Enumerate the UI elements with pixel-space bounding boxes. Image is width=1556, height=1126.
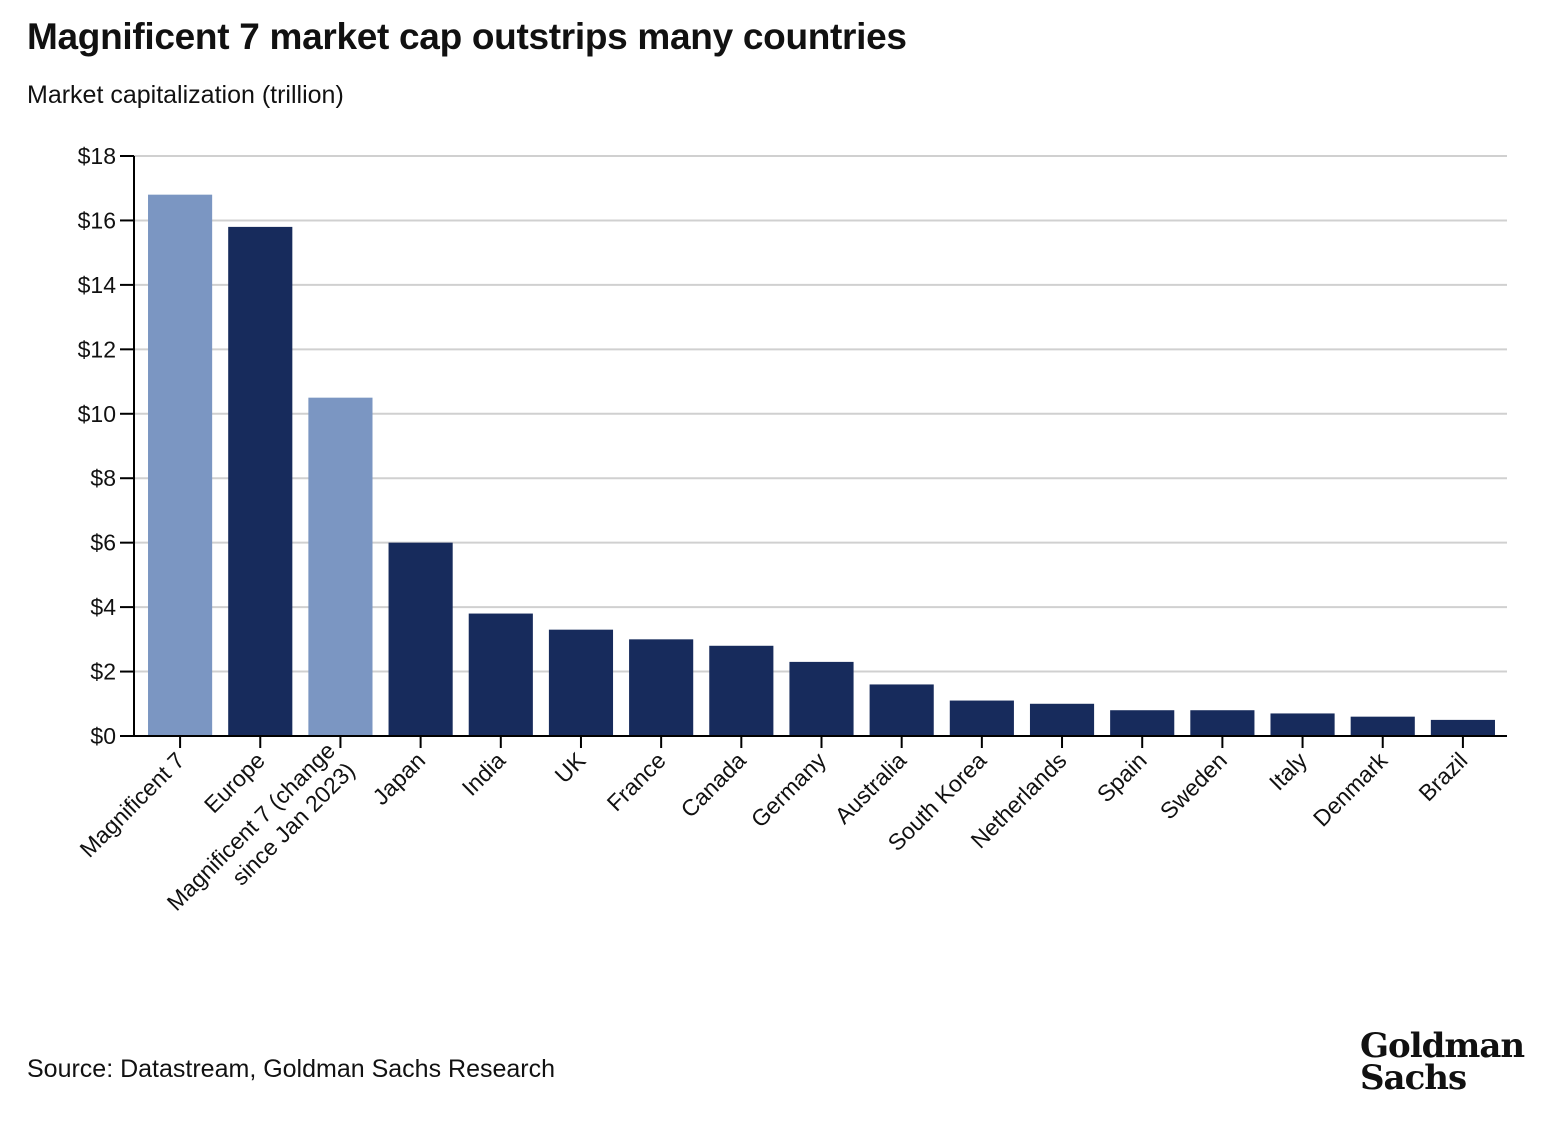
bar xyxy=(1430,719,1495,736)
y-tick-label: $12 xyxy=(78,336,116,362)
x-tick-label: UK xyxy=(550,747,591,788)
bar xyxy=(148,194,213,736)
y-tick-label: $18 xyxy=(78,143,116,169)
bar xyxy=(789,661,854,736)
source-note: Source: Datastream, Goldman Sachs Resear… xyxy=(27,1055,556,1083)
bar xyxy=(1110,710,1175,736)
x-tick-label: Japan xyxy=(367,747,430,810)
bar xyxy=(1350,716,1415,736)
x-tick-label: France xyxy=(602,747,671,816)
y-tick-label: $14 xyxy=(78,272,117,298)
chart-title: Magnificent 7 market cap outstrips many … xyxy=(27,16,907,57)
y-tick-label: $10 xyxy=(78,401,116,427)
bar xyxy=(1190,710,1255,736)
bar xyxy=(709,645,774,736)
y-tick-label: $2 xyxy=(90,659,116,685)
x-tick-label: Australia xyxy=(830,747,912,829)
y-tick-label: $16 xyxy=(78,207,116,233)
x-tick-label: Germany xyxy=(746,747,832,833)
goldman-sachs-logo: Goldman Sachs xyxy=(1360,1026,1525,1098)
bars xyxy=(148,194,1495,736)
x-tick-label: Canada xyxy=(675,747,751,823)
y-tick-label: $8 xyxy=(90,465,116,491)
y-tick-label: $0 xyxy=(90,723,116,749)
y-tick-label: $4 xyxy=(90,594,116,620)
x-tick-label: Denmark xyxy=(1308,747,1393,832)
x-tick-label: Sweden xyxy=(1155,747,1232,824)
logo-line-1: Goldman xyxy=(1360,1026,1525,1066)
x-tick-label: Brazil xyxy=(1413,747,1472,806)
bar xyxy=(949,700,1014,736)
logo-line-2: Sachs xyxy=(1360,1058,1467,1098)
y-tick-label: $6 xyxy=(90,530,116,556)
bar xyxy=(869,684,934,736)
bar xyxy=(308,397,373,736)
bar xyxy=(388,542,453,736)
bar xyxy=(548,629,614,736)
bar xyxy=(1029,703,1095,736)
x-tick-label: Magnificent 7 xyxy=(74,747,189,862)
bar xyxy=(629,639,694,736)
chart-subtitle: Market capitalization (trillion) xyxy=(27,81,344,109)
bar xyxy=(1270,713,1335,736)
x-tick-label: Italy xyxy=(1264,747,1313,796)
y-tick-labels: $0 $2 $4 $6 $8 $10 $12 $14 $16 $18 xyxy=(78,143,117,749)
bar xyxy=(468,613,533,736)
axes xyxy=(120,155,1507,748)
bar xyxy=(228,226,293,736)
x-tick-label: Spain xyxy=(1092,747,1152,807)
x-tick-label: India xyxy=(457,747,511,801)
